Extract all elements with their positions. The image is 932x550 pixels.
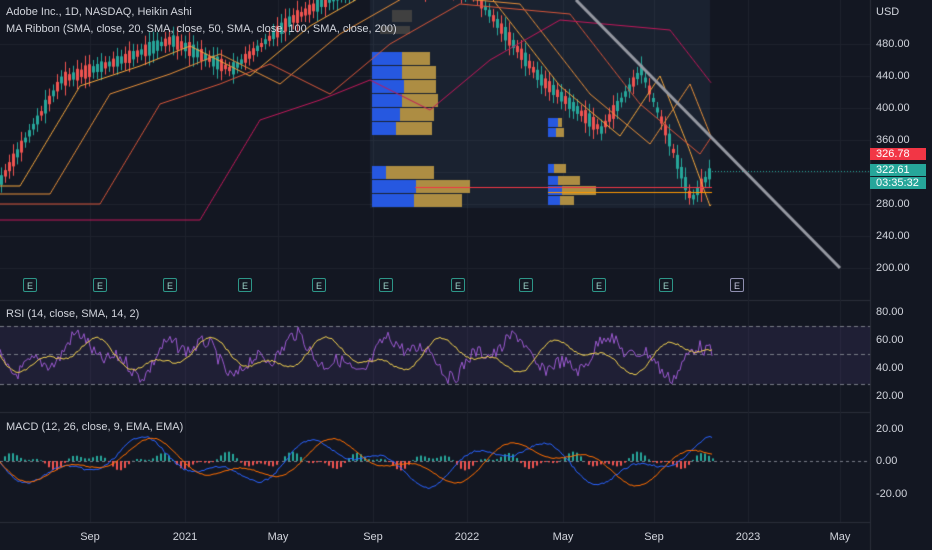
price-tick: 240.00 bbox=[876, 230, 910, 242]
time-tick: 2021 bbox=[172, 531, 198, 543]
earnings-icon[interactable]: E bbox=[519, 278, 533, 292]
price-tick: 440.00 bbox=[876, 70, 910, 82]
earnings-icon-upcoming[interactable]: E bbox=[730, 278, 744, 292]
currency-label: USD bbox=[876, 6, 900, 18]
time-tick: Sep bbox=[80, 531, 100, 543]
time-tick: Sep bbox=[644, 531, 664, 543]
earnings-icon[interactable]: E bbox=[163, 278, 177, 292]
price-tick: 200.00 bbox=[876, 262, 910, 274]
last-price-badge: 322.61 bbox=[870, 164, 926, 176]
earnings-icon[interactable]: E bbox=[23, 278, 37, 292]
price-tick: 480.00 bbox=[876, 38, 910, 50]
rsi-legend[interactable]: RSI (14, close, SMA, 14, 2) bbox=[6, 308, 140, 320]
macd-tick: -20.00 bbox=[876, 488, 908, 500]
time-tick: May bbox=[267, 531, 289, 543]
earnings-icon[interactable]: E bbox=[93, 278, 107, 292]
earnings-icon[interactable]: E bbox=[451, 278, 465, 292]
earnings-icon[interactable]: E bbox=[379, 278, 393, 292]
earnings-icon[interactable]: E bbox=[592, 278, 606, 292]
time-tick: May bbox=[829, 531, 851, 543]
symbol-title[interactable]: Adobe Inc., 1D, NASDAQ, Heikin Ashi bbox=[6, 6, 192, 18]
macd-tick: 0.00 bbox=[876, 455, 898, 467]
time-tick: Sep bbox=[363, 531, 383, 543]
earnings-icon[interactable]: E bbox=[238, 278, 252, 292]
earnings-icon[interactable]: E bbox=[659, 278, 673, 292]
rsi-tick: 60.00 bbox=[876, 334, 904, 346]
time-tick: 2023 bbox=[735, 531, 761, 543]
time-tick: May bbox=[552, 531, 574, 543]
time-tick: 2022 bbox=[454, 531, 480, 543]
high-price-badge: 326.78 bbox=[870, 148, 926, 160]
price-tick: 400.00 bbox=[876, 102, 910, 114]
macd-legend[interactable]: MACD (12, 26, close, 9, EMA, EMA) bbox=[6, 421, 184, 433]
ma-ribbon-legend[interactable]: MA Ribbon (SMA, close, 20, SMA, close, 5… bbox=[6, 23, 397, 35]
price-tick: 280.00 bbox=[876, 198, 910, 210]
macd-tick: 20.00 bbox=[876, 423, 904, 435]
rsi-tick: 20.00 bbox=[876, 390, 904, 402]
bar-countdown: 03:35:32 bbox=[870, 177, 926, 189]
rsi-tick: 80.00 bbox=[876, 306, 904, 318]
rsi-tick: 40.00 bbox=[876, 362, 904, 374]
earnings-icon[interactable]: E bbox=[312, 278, 326, 292]
price-tick: 360.00 bbox=[876, 134, 910, 146]
